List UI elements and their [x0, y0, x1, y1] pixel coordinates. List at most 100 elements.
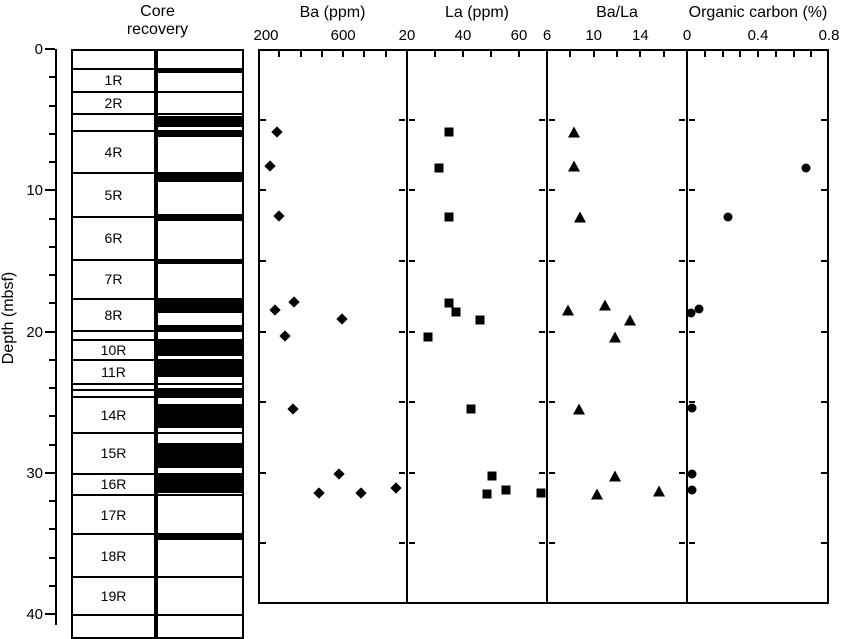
- oc-data-point: [686, 308, 696, 318]
- core-recovery-title-line1: Core: [140, 3, 175, 20]
- depth-minor-tick: [49, 387, 55, 389]
- core-label-cell: 17R: [71, 493, 156, 536]
- core-recovery-bar: [156, 533, 244, 540]
- value-tick-label: 0.8: [818, 27, 840, 44]
- value-tick: [320, 51, 323, 57]
- value-tick-label: 6: [542, 27, 552, 44]
- panel-depth-tick: [679, 118, 685, 121]
- la-data-point: [444, 127, 454, 137]
- value-tick-label: 40: [454, 27, 472, 44]
- bala-data-point: [567, 160, 580, 172]
- depth-major-tick: [45, 613, 55, 615]
- panel-depth-tick: [679, 401, 685, 404]
- core-recovery-bar: [156, 472, 244, 494]
- depth-axis-line: [55, 49, 57, 625]
- depth-tick-label: 40: [26, 606, 43, 623]
- depth-minor-tick: [49, 217, 55, 220]
- panel-depth-tick: [539, 542, 545, 545]
- oc-data-point: [687, 485, 697, 495]
- panel-depth-tick: [549, 118, 555, 121]
- core-label: 16R: [100, 476, 127, 493]
- core-label-cell: 6R: [71, 215, 156, 261]
- core-recovery-bar: [156, 68, 244, 73]
- oc-data-point: [801, 163, 811, 173]
- panel-depth-tick: [821, 401, 827, 404]
- bala-data-point: [653, 485, 665, 497]
- depth-major-tick: [45, 330, 55, 333]
- core-label-cell: 16R: [71, 472, 156, 496]
- core-label: 7R: [104, 271, 123, 288]
- depth-minor-tick: [49, 76, 55, 79]
- core-label-cell: [71, 49, 156, 71]
- bala-data-point: [608, 331, 621, 343]
- panel-depth-tick: [689, 401, 695, 404]
- depth-major-tick: [45, 471, 55, 474]
- core-label-cell: 11R: [71, 359, 156, 386]
- bala-data-point: [573, 211, 586, 223]
- core-recovery-bar: [156, 325, 244, 332]
- value-tick: [792, 51, 795, 57]
- oc-data-point: [687, 403, 697, 413]
- depth-minor-tick: [49, 274, 55, 276]
- panel-depth-tick: [821, 118, 827, 121]
- value-tick-label: 10: [585, 27, 602, 44]
- depth-minor-tick: [49, 358, 55, 361]
- value-tick: [363, 51, 366, 57]
- core-label-cell: [71, 614, 156, 639]
- value-tick-label: 0.4: [747, 27, 769, 44]
- la-data-point: [501, 485, 511, 495]
- la-data-point: [475, 315, 485, 325]
- panel-depth-tick: [539, 189, 545, 192]
- core-label: 1R: [104, 72, 123, 89]
- depth-minor-tick: [49, 132, 55, 135]
- value-tick: [774, 51, 777, 57]
- panel-depth-tick: [399, 401, 405, 404]
- core-label-cell: 5R: [71, 171, 156, 218]
- depth-minor-tick: [49, 415, 55, 418]
- panel-depth-tick: [679, 189, 685, 192]
- depth-tick-label: 20: [26, 323, 43, 341]
- core-recovery-bar: [156, 297, 244, 314]
- core-label-cell: 18R: [71, 533, 156, 578]
- depth-major-tick: [45, 189, 55, 192]
- value-tick: [662, 51, 665, 57]
- bala-data-point: [599, 299, 612, 311]
- depth-axis-label: Depth (mbsf): [0, 271, 17, 365]
- value-tick: [299, 51, 302, 57]
- core-label: 8R: [104, 306, 123, 323]
- panel-title-bala: Ba/La: [596, 4, 638, 21]
- panel-depth-tick: [539, 259, 545, 262]
- panel-title-la: La (ppm): [444, 4, 510, 21]
- value-tick: [616, 51, 618, 57]
- panel-depth-tick: [549, 330, 555, 333]
- value-tick: [639, 51, 642, 57]
- bala-data-point: [623, 314, 636, 326]
- core-label: 2R: [104, 94, 123, 111]
- core-recovery-bar: [156, 443, 244, 468]
- core-label: 11R: [101, 364, 126, 381]
- panel-depth-tick: [679, 330, 685, 333]
- panels-frame: [258, 49, 829, 604]
- la-data-point: [482, 489, 492, 499]
- core-label-cell: 14R: [71, 396, 156, 434]
- core-recovery-title-line2: recovery: [126, 21, 189, 38]
- bala-data-point: [567, 126, 580, 138]
- core-label-cell: 15R: [71, 431, 156, 475]
- panel-depth-tick: [399, 542, 405, 545]
- panel-depth-tick: [409, 471, 415, 474]
- core-recovery-bar: [156, 361, 244, 377]
- value-tick: [462, 51, 464, 57]
- core-label: 15R: [100, 445, 127, 462]
- core-label-cell: 8R: [71, 297, 156, 333]
- panel-depth-tick: [821, 471, 827, 474]
- value-tick: [342, 51, 345, 57]
- value-tick: [490, 51, 492, 57]
- bala-data-point: [608, 470, 621, 482]
- depth-major-tick: [45, 48, 55, 50]
- panel-depth-tick: [260, 542, 266, 545]
- la-data-point: [466, 404, 476, 414]
- panel-depth-tick: [689, 259, 695, 262]
- core-recovery-cell: [156, 493, 244, 536]
- value-tick: [810, 51, 813, 57]
